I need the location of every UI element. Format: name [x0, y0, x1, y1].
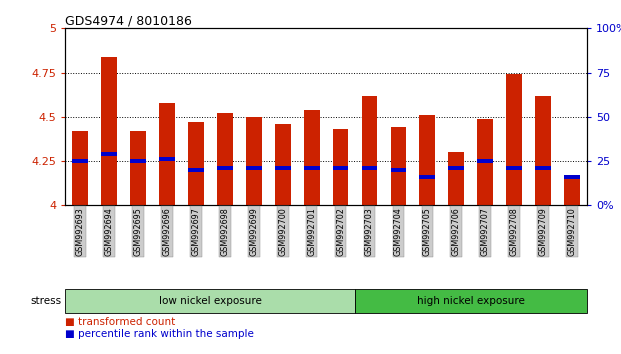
Bar	[101, 152, 117, 156]
Text: GSM992693: GSM992693	[75, 207, 84, 256]
Bar	[506, 166, 522, 170]
Text: GSM992701: GSM992701	[307, 207, 316, 256]
Bar	[274, 166, 291, 170]
Text: GSM992706: GSM992706	[452, 207, 461, 256]
Text: GSM992702: GSM992702	[336, 207, 345, 256]
Text: GSM992700: GSM992700	[278, 207, 287, 256]
Text: GSM992697: GSM992697	[191, 207, 200, 256]
Bar	[274, 124, 291, 205]
Bar	[245, 117, 261, 205]
Bar	[158, 103, 175, 205]
Bar	[535, 96, 551, 205]
Bar	[419, 175, 435, 179]
Bar	[478, 119, 493, 205]
Text: GSM992709: GSM992709	[539, 207, 548, 256]
Text: GSM992710: GSM992710	[568, 207, 577, 256]
Text: GSM992698: GSM992698	[220, 207, 229, 256]
Text: GSM992694: GSM992694	[104, 207, 113, 256]
Bar	[535, 166, 551, 170]
Text: GSM992705: GSM992705	[423, 207, 432, 256]
Bar	[71, 131, 88, 205]
Bar	[564, 177, 580, 205]
Bar	[188, 168, 204, 172]
Bar	[101, 57, 117, 205]
Bar	[245, 166, 261, 170]
Bar	[332, 129, 348, 205]
Text: GSM992703: GSM992703	[365, 207, 374, 256]
Bar	[332, 166, 348, 170]
Bar	[361, 96, 378, 205]
Bar	[304, 110, 319, 205]
Text: GSM992695: GSM992695	[133, 207, 142, 256]
Text: high nickel exposure: high nickel exposure	[417, 296, 525, 306]
Bar	[506, 74, 522, 205]
Text: GDS4974 / 8010186: GDS4974 / 8010186	[65, 14, 192, 27]
Bar	[361, 166, 378, 170]
Bar	[188, 122, 204, 205]
Bar	[564, 175, 580, 179]
Text: ■ transformed count: ■ transformed count	[65, 318, 176, 327]
Bar	[448, 152, 465, 205]
Text: GSM992704: GSM992704	[394, 207, 403, 256]
Bar	[130, 131, 145, 205]
Bar	[448, 166, 465, 170]
Bar	[391, 168, 406, 172]
Text: ■ percentile rank within the sample: ■ percentile rank within the sample	[65, 329, 254, 339]
Bar	[130, 159, 145, 163]
Bar	[217, 113, 232, 205]
Bar	[71, 159, 88, 163]
Text: GSM992707: GSM992707	[481, 207, 490, 256]
Bar	[419, 115, 435, 205]
Text: low nickel exposure: low nickel exposure	[159, 296, 261, 306]
Bar	[217, 166, 232, 170]
Text: GSM992699: GSM992699	[249, 207, 258, 256]
Bar	[391, 127, 406, 205]
Text: stress: stress	[30, 296, 61, 306]
Bar	[304, 166, 319, 170]
Text: GSM992708: GSM992708	[510, 207, 519, 256]
Text: GSM992696: GSM992696	[162, 207, 171, 256]
Bar	[158, 157, 175, 161]
Bar	[478, 159, 493, 163]
